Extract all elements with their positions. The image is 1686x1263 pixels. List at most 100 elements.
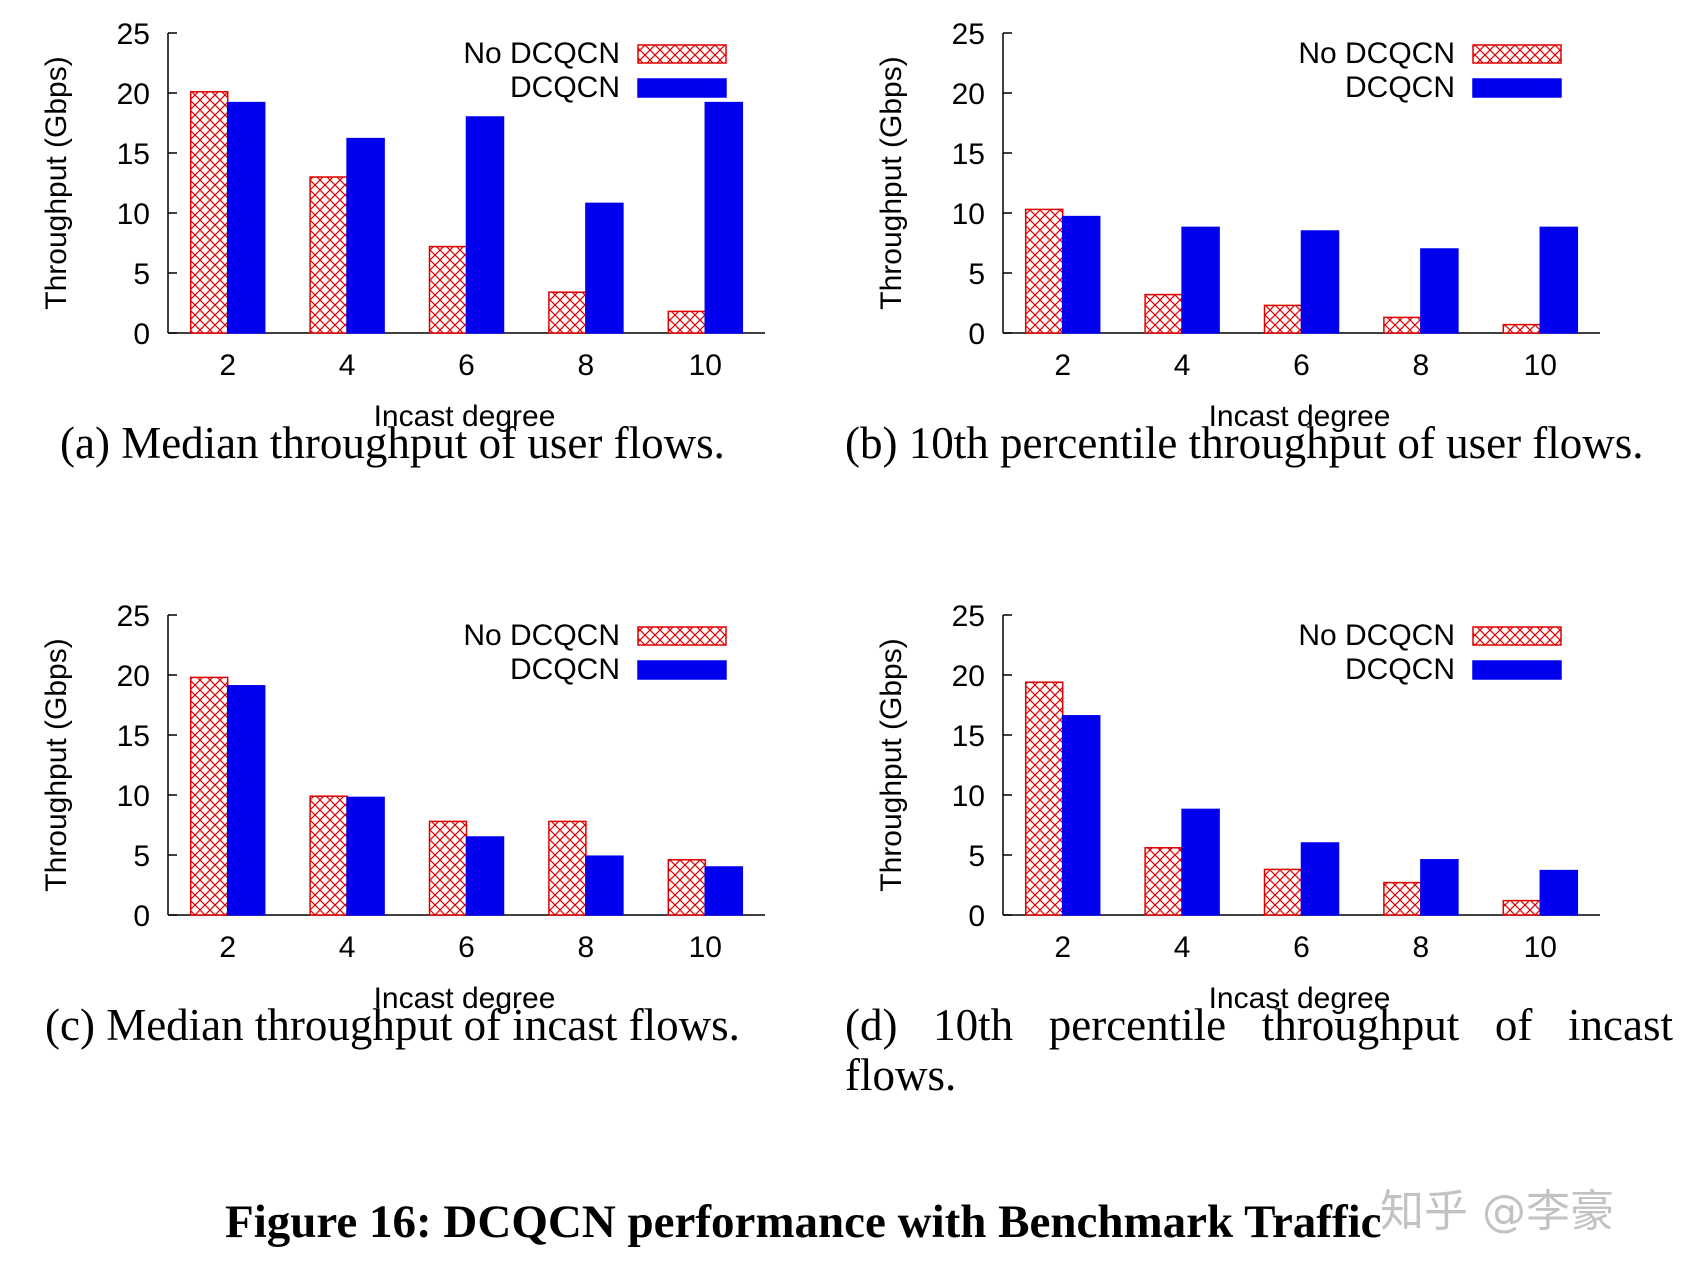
bar-no-dcqcn (1502, 899, 1542, 916)
y-tick-label: 5 (968, 258, 985, 291)
y-axis-label: Throughput (Gbps) (40, 56, 73, 309)
x-tick-label: 10 (689, 349, 722, 382)
y-tick-label: 15 (952, 720, 985, 753)
bar-dcqcn (226, 101, 266, 334)
y-tick-label: 15 (117, 720, 150, 753)
bar-no-dcqcn (309, 176, 348, 334)
legend-label: DCQCN (1345, 71, 1455, 104)
bar-dcqcn (346, 796, 385, 916)
caption-d: (d) 10th percentile throughput of incast… (845, 1000, 1673, 1100)
legend-swatch-dcqcn (1472, 78, 1562, 98)
x-tick-label: 4 (339, 349, 356, 382)
y-tick-label: 20 (117, 660, 150, 693)
bar-dcqcn (1539, 869, 1579, 916)
bar-dcqcn (465, 116, 505, 334)
legend-swatch-dcqcn (1472, 660, 1562, 680)
bar-no-dcqcn (428, 820, 468, 916)
legend-swatch-no-dcqcn (1472, 626, 1562, 646)
bar-no-dcqcn (1383, 881, 1422, 916)
bar-no-dcqcn (189, 676, 229, 916)
y-axis-label: Throughput (Gbps) (875, 56, 908, 309)
bar-no-dcqcn (667, 859, 707, 916)
legend-label: No DCQCN (1298, 37, 1455, 70)
y-tick-label: 10 (117, 198, 150, 231)
x-tick-label: 10 (689, 931, 722, 964)
caption-a: (a) Median throughput of user flows. (60, 418, 725, 468)
y-tick-label: 5 (968, 840, 985, 873)
y-tick-label: 25 (117, 18, 150, 51)
legend-label: No DCQCN (463, 37, 620, 70)
bar-no-dcqcn (1502, 323, 1542, 334)
legend-label: DCQCN (510, 653, 620, 686)
y-tick-label: 10 (117, 780, 150, 813)
x-tick-label: 2 (1054, 349, 1071, 382)
y-tick-label: 5 (133, 258, 150, 291)
x-tick-label: 8 (578, 931, 595, 964)
bar-dcqcn (1061, 215, 1101, 334)
x-tick-label: 6 (1293, 349, 1310, 382)
legend-label: DCQCN (510, 71, 620, 104)
bar-no-dcqcn (1144, 293, 1183, 334)
bar-no-dcqcn (189, 91, 229, 334)
x-tick-label: 8 (1413, 931, 1430, 964)
x-tick-label: 10 (1524, 349, 1557, 382)
y-tick-label: 0 (968, 318, 985, 351)
x-axis-label: Incast degree (374, 982, 556, 1015)
bar-dcqcn (1300, 842, 1340, 916)
x-axis-label: Incast degree (1209, 982, 1391, 1015)
bar-dcqcn (704, 101, 744, 334)
y-tick-label: 15 (117, 138, 150, 171)
y-tick-label: 20 (117, 78, 150, 111)
y-tick-label: 10 (952, 198, 985, 231)
bar-dcqcn (346, 137, 385, 334)
bar-dcqcn (1300, 230, 1340, 334)
x-tick-label: 4 (1174, 931, 1191, 964)
caption-c: (c) Median throughput of incast flows. (45, 1000, 740, 1050)
y-axis-label: Throughput (Gbps) (40, 638, 73, 891)
bar-no-dcqcn (1263, 304, 1303, 334)
legend-label: DCQCN (1345, 653, 1455, 686)
bar-dcqcn (1539, 226, 1579, 334)
x-tick-label: 4 (339, 931, 356, 964)
bar-no-dcqcn (548, 291, 587, 334)
bar-no-dcqcn (548, 820, 587, 916)
chart-panel-a: 0 5 10 15 20 25 2 4 6 8 10 Incast degree Throughput … (40, 18, 765, 433)
y-tick-label: 15 (952, 138, 985, 171)
legend-swatch-no-dcqcn (637, 626, 727, 646)
chart-panel-c: 0 5 10 15 20 25 2 4 6 8 10 Incast degree Throughput … (40, 600, 765, 1015)
bar-no-dcqcn (1144, 847, 1183, 916)
bar-no-dcqcn (1024, 681, 1064, 916)
x-tick-label: 10 (1524, 931, 1557, 964)
y-tick-label: 25 (952, 600, 985, 633)
x-tick-label: 6 (1293, 931, 1310, 964)
x-tick-label: 2 (219, 931, 236, 964)
legend-label: No DCQCN (1298, 619, 1455, 652)
bar-no-dcqcn (1024, 208, 1064, 334)
x-axis-label: Incast degree (1209, 400, 1391, 433)
x-tick-label: 6 (458, 349, 475, 382)
x-tick-label: 2 (1054, 931, 1071, 964)
x-tick-label: 2 (219, 349, 236, 382)
y-tick-label: 0 (133, 318, 150, 351)
y-tick-label: 25 (117, 600, 150, 633)
x-tick-label: 4 (1174, 349, 1191, 382)
bar-dcqcn (465, 836, 505, 916)
bar-dcqcn (585, 202, 624, 334)
y-tick-label: 25 (952, 18, 985, 51)
y-axis-label: Throughput (Gbps) (875, 638, 908, 891)
watermark: 知乎 @李豪 (1380, 1186, 1614, 1237)
legend-swatch-dcqcn (637, 78, 727, 98)
bar-dcqcn (585, 855, 624, 916)
legend-label: No DCQCN (463, 619, 620, 652)
bar-no-dcqcn (309, 795, 348, 916)
bar-dcqcn (226, 685, 266, 916)
bar-no-dcqcn (667, 310, 707, 334)
x-tick-label: 6 (458, 931, 475, 964)
bar-dcqcn (1181, 808, 1220, 916)
bar-dcqcn (704, 866, 744, 916)
legend-swatch-no-dcqcn (637, 44, 727, 64)
y-tick-label: 0 (133, 900, 150, 933)
x-tick-label: 8 (1413, 349, 1430, 382)
x-tick-label: 8 (578, 349, 595, 382)
bar-dcqcn (1420, 248, 1459, 334)
